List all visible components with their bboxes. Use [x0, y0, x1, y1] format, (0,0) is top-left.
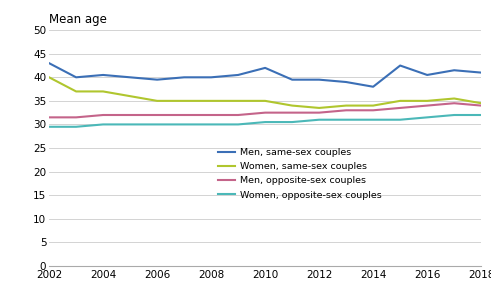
Legend: Men, same-sex couples, Women, same-sex couples, Men, opposite-sex couples, Women: Men, same-sex couples, Women, same-sex c…: [218, 148, 382, 200]
Men, same-sex couples: [73, 76, 79, 79]
Women, opposite-sex couples: [289, 120, 295, 124]
Men, opposite-sex couples: [181, 113, 187, 117]
Men, same-sex couples: [208, 76, 214, 79]
Men, same-sex couples: [478, 71, 484, 74]
Line: Men, same-sex couples: Men, same-sex couples: [49, 63, 481, 87]
Women, same-sex couples: [343, 104, 349, 108]
Line: Women, opposite-sex couples: Women, opposite-sex couples: [49, 115, 481, 127]
Women, opposite-sex couples: [343, 118, 349, 121]
Women, same-sex couples: [235, 99, 241, 103]
Women, opposite-sex couples: [235, 123, 241, 126]
Women, same-sex couples: [208, 99, 214, 103]
Women, opposite-sex couples: [478, 113, 484, 117]
Men, opposite-sex couples: [127, 113, 133, 117]
Women, same-sex couples: [127, 94, 133, 98]
Women, same-sex couples: [478, 101, 484, 105]
Women, same-sex couples: [46, 76, 52, 79]
Women, opposite-sex couples: [154, 123, 160, 126]
Women, opposite-sex couples: [397, 118, 403, 121]
Men, opposite-sex couples: [235, 113, 241, 117]
Men, opposite-sex couples: [208, 113, 214, 117]
Women, opposite-sex couples: [370, 118, 376, 121]
Men, opposite-sex couples: [316, 111, 322, 114]
Women, opposite-sex couples: [127, 123, 133, 126]
Women, same-sex couples: [289, 104, 295, 108]
Women, same-sex couples: [262, 99, 268, 103]
Men, opposite-sex couples: [73, 116, 79, 119]
Women, same-sex couples: [154, 99, 160, 103]
Men, opposite-sex couples: [451, 101, 457, 105]
Women, opposite-sex couples: [46, 125, 52, 129]
Line: Women, same-sex couples: Women, same-sex couples: [49, 77, 481, 108]
Men, same-sex couples: [181, 76, 187, 79]
Men, same-sex couples: [316, 78, 322, 82]
Women, opposite-sex couples: [451, 113, 457, 117]
Women, opposite-sex couples: [208, 123, 214, 126]
Women, opposite-sex couples: [100, 123, 106, 126]
Women, same-sex couples: [100, 90, 106, 93]
Women, same-sex couples: [181, 99, 187, 103]
Women, same-sex couples: [397, 99, 403, 103]
Men, same-sex couples: [424, 73, 430, 77]
Text: Mean age: Mean age: [49, 13, 107, 26]
Men, same-sex couples: [397, 64, 403, 67]
Men, same-sex couples: [127, 76, 133, 79]
Men, opposite-sex couples: [100, 113, 106, 117]
Women, same-sex couples: [424, 99, 430, 103]
Men, same-sex couples: [451, 69, 457, 72]
Men, same-sex couples: [370, 85, 376, 88]
Women, opposite-sex couples: [316, 118, 322, 121]
Men, opposite-sex couples: [289, 111, 295, 114]
Women, same-sex couples: [451, 97, 457, 100]
Men, same-sex couples: [235, 73, 241, 77]
Men, same-sex couples: [154, 78, 160, 82]
Men, opposite-sex couples: [262, 111, 268, 114]
Men, opposite-sex couples: [424, 104, 430, 108]
Men, opposite-sex couples: [154, 113, 160, 117]
Men, same-sex couples: [289, 78, 295, 82]
Men, same-sex couples: [262, 66, 268, 70]
Men, opposite-sex couples: [397, 106, 403, 110]
Men, opposite-sex couples: [478, 104, 484, 108]
Line: Men, opposite-sex couples: Men, opposite-sex couples: [49, 103, 481, 117]
Men, same-sex couples: [343, 80, 349, 84]
Men, same-sex couples: [100, 73, 106, 77]
Women, same-sex couples: [370, 104, 376, 108]
Women, opposite-sex couples: [262, 120, 268, 124]
Women, same-sex couples: [316, 106, 322, 110]
Men, opposite-sex couples: [370, 108, 376, 112]
Men, same-sex couples: [46, 61, 52, 65]
Women, opposite-sex couples: [73, 125, 79, 129]
Women, opposite-sex couples: [424, 116, 430, 119]
Men, opposite-sex couples: [46, 116, 52, 119]
Men, opposite-sex couples: [343, 108, 349, 112]
Women, opposite-sex couples: [181, 123, 187, 126]
Women, same-sex couples: [73, 90, 79, 93]
